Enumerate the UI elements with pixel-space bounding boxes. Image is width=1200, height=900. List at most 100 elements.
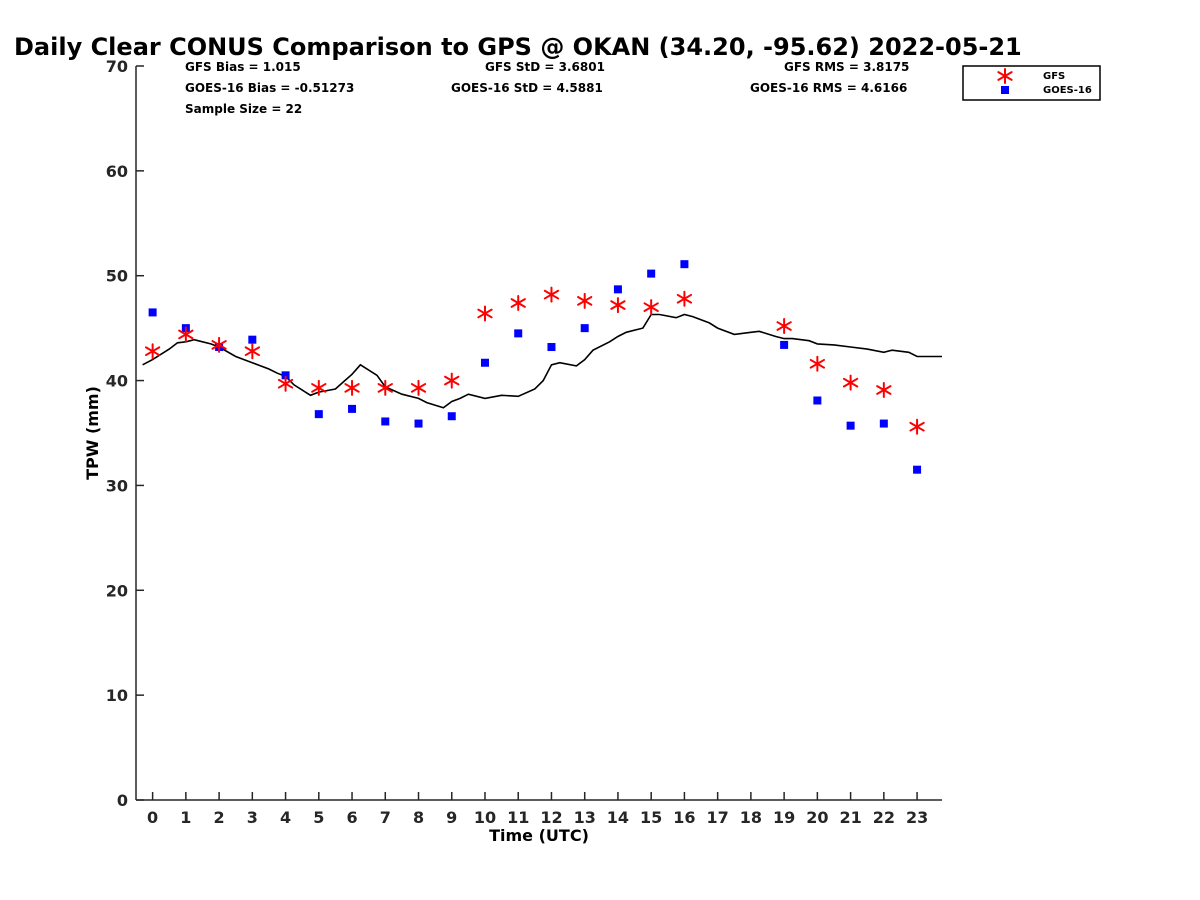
gfs-std-stat: GFS StD = 3.6801: [485, 60, 605, 74]
gfs-point: [244, 343, 260, 360]
x-tick-label: 12: [540, 808, 562, 827]
asterisk-stroke: [909, 421, 925, 432]
y-ticks: 0 10 20 30 40 50 60 70: [106, 57, 144, 810]
goes-point: [680, 260, 689, 269]
x-tick-label: 5: [313, 808, 324, 827]
x-tick-label: 21: [839, 808, 861, 827]
goes-point: [381, 417, 390, 426]
x-tick-label: 18: [740, 808, 762, 827]
x-tick-label: 23: [906, 808, 928, 827]
y-tick-label: 30: [106, 476, 128, 495]
x-tick-label: 19: [773, 808, 795, 827]
asterisk-stroke: [477, 308, 493, 319]
gfs-point: [842, 374, 859, 391]
asterisk-stroke: [244, 346, 260, 357]
asterisk-icon: [997, 68, 1013, 84]
x-tick-label: 14: [607, 808, 629, 827]
goes-point: [580, 324, 589, 333]
goes-point: [281, 371, 290, 380]
gfs-point: [377, 379, 393, 396]
x-ticks: 0 1 2 3 4 5 6 7 8 9 10 11 12 13 14 15 16 17 18 19 20 21 22 23: [147, 792, 928, 827]
goes-point: [846, 421, 855, 430]
asterisk-stroke: [610, 300, 626, 310]
x-tick-label: 20: [806, 808, 828, 827]
gfs-rms-stat: GFS RMS = 3.8175: [784, 60, 909, 74]
goes-point: [314, 410, 323, 419]
goes-point: [547, 343, 556, 352]
asterisk-stroke: [277, 378, 294, 389]
gfs-point: [211, 336, 227, 353]
plot-area: [142, 260, 942, 474]
gfs-point: [444, 372, 460, 389]
asterisk-stroke: [577, 296, 593, 306]
gfs-point: [776, 318, 792, 335]
legend-goes-marker: [1001, 86, 1009, 94]
x-tick-label: 15: [640, 808, 662, 827]
y-tick-label: 70: [106, 57, 128, 76]
y-tick-label: 40: [106, 372, 128, 391]
x-tick-label: 8: [413, 808, 424, 827]
gfs-point: [809, 355, 826, 372]
axes: [135, 66, 942, 801]
y-tick-label: 60: [106, 162, 128, 181]
gfs-point: [477, 305, 493, 322]
gfs-point: [610, 297, 626, 314]
legend: GFS GOES-16: [962, 65, 1101, 101]
chart-title: Daily Clear CONUS Comparison to GPS @ OK…: [14, 33, 1022, 61]
asterisk-stroke: [842, 377, 859, 388]
x-tick-label: 17: [707, 808, 729, 827]
x-tick-label: 13: [574, 808, 596, 827]
y-tick-label: 50: [106, 267, 128, 286]
y-tick-label: 10: [106, 686, 128, 705]
x-axis-label: Time (UTC): [489, 826, 589, 845]
gfs-point: [178, 326, 194, 343]
goes-point: [647, 269, 656, 278]
goes-point: [480, 358, 489, 367]
goes-std-stat: GOES-16 StD = 4.5881: [451, 81, 603, 95]
goes-point: [879, 419, 888, 428]
goes-point: [780, 340, 789, 349]
x-tick-label: 6: [346, 808, 357, 827]
goes-point: [148, 308, 157, 317]
asterisk-stroke: [344, 383, 360, 393]
x-tick-label: 16: [673, 808, 695, 827]
goes-point: [248, 335, 257, 344]
goes-point: [414, 419, 423, 428]
gfs-point: [577, 292, 593, 309]
x-tick-label: 4: [280, 808, 291, 827]
goes-point: [447, 412, 456, 421]
x-tick-label: 10: [474, 808, 496, 827]
asterisk-stroke: [211, 340, 227, 350]
asterisk-stroke: [144, 346, 161, 357]
x-tick-label: 3: [247, 808, 258, 827]
gfs-point: [410, 379, 427, 396]
asterisk-stroke: [410, 383, 427, 393]
x-tick-label: 0: [147, 808, 158, 827]
stats-panel: GFS Bias = 1.015 GOES-16 Bias = -0.51273…: [185, 60, 909, 116]
x-tick-label: 1: [180, 808, 191, 827]
goes-rms-stat: GOES-16 RMS = 4.6166: [750, 81, 907, 95]
y-tick-label: 0: [117, 791, 128, 810]
x-tick-label: 9: [446, 808, 457, 827]
x-tick-label: 22: [873, 808, 895, 827]
y-axis-label: TPW (mm): [83, 386, 102, 480]
gfs-point: [311, 379, 327, 396]
goes-point: [613, 285, 622, 294]
asterisk-stroke: [444, 375, 460, 386]
x-tick-label: 7: [380, 808, 391, 827]
gfs-point: [676, 290, 693, 307]
gfs-point: [876, 382, 892, 399]
asterisk-stroke: [776, 321, 792, 331]
legend-box: [962, 65, 1101, 101]
goes-point: [913, 465, 922, 474]
gfs-point: [510, 294, 526, 311]
gfs-bias-stat: GFS Bias = 1.015: [185, 60, 301, 74]
gfs-point: [144, 343, 161, 360]
asterisk-stroke: [311, 383, 327, 393]
asterisk-stroke: [178, 329, 194, 340]
asterisk-stroke: [377, 383, 393, 393]
gfs-point: [543, 286, 560, 303]
y-tick-label: 20: [106, 581, 128, 600]
legend-goes-label: GOES-16: [1043, 85, 1092, 96]
